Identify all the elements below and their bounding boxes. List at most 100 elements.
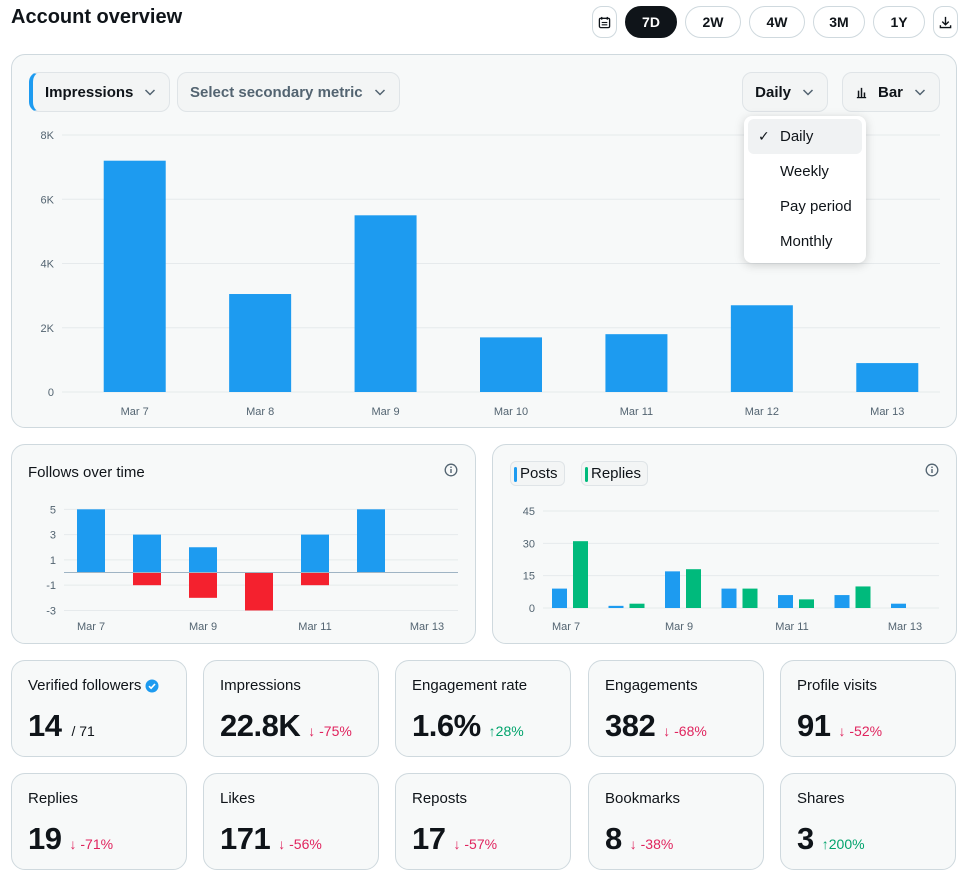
bar-replies	[629, 603, 645, 608]
stat-value: 17	[412, 821, 446, 856]
range-3m-button[interactable]: 3M	[813, 6, 865, 38]
y-tick-label: 1	[50, 555, 56, 567]
y-tick-label: 5	[50, 504, 56, 516]
y-tick-label: 45	[523, 506, 535, 518]
legend-swatch	[585, 467, 588, 482]
page-title: Account overview	[11, 6, 183, 28]
arrow-down-icon: ↓	[629, 836, 641, 852]
stat-label: Engagement rate	[412, 677, 528, 694]
stat-card-profile-visits[interactable]: Profile visits 91 ↓ -52%	[780, 660, 956, 757]
info-icon[interactable]	[925, 463, 939, 477]
bar-replies	[573, 541, 588, 608]
stat-value: 3	[797, 821, 814, 856]
stat-delta: 28%	[495, 723, 524, 739]
period-option-weekly[interactable]: Weekly	[748, 154, 862, 189]
stat-label: Shares	[797, 790, 845, 807]
stat-delta: -75%	[319, 723, 352, 739]
y-tick-label: 4K	[41, 259, 55, 271]
stat-label: Impressions	[220, 677, 301, 694]
stat-label: Replies	[28, 790, 79, 807]
bar	[730, 305, 793, 392]
chevron-down-icon	[374, 89, 385, 96]
legend-replies[interactable]: Replies	[581, 461, 649, 486]
posts-replies-chart: 45 30 15 0 Mar 7 Mar 9 Mar 11 Mar 13	[523, 506, 939, 633]
legend-replies-label: Replies	[591, 465, 642, 482]
verified-badge-icon	[145, 679, 159, 692]
arrow-down-icon: ↓	[69, 836, 81, 852]
bar-follows	[77, 509, 105, 573]
stat-value: 91	[797, 708, 831, 743]
bar	[856, 363, 919, 392]
stat-card-engagements[interactable]: Engagements 382 ↓ -68%	[588, 660, 764, 757]
bar-follows	[357, 509, 385, 573]
period-option-label: Monthly	[780, 233, 833, 250]
stat-delta: -38%	[640, 836, 674, 852]
bar-posts	[834, 595, 850, 608]
period-dropdown[interactable]: Daily	[742, 72, 828, 112]
secondary-metric-dropdown[interactable]: Select secondary metric	[177, 72, 400, 112]
bar	[354, 215, 417, 392]
period-option-monthly[interactable]: Monthly	[748, 224, 862, 259]
range-1y-button[interactable]: 1Y	[873, 6, 925, 38]
y-tick-label: 8K	[41, 130, 55, 142]
range-4w-button[interactable]: 4W	[749, 6, 805, 38]
period-option-daily[interactable]: ✓ Daily	[748, 119, 862, 154]
bar-replies	[742, 588, 758, 608]
stat-value: 22.8K	[220, 708, 301, 743]
info-icon[interactable]	[444, 463, 458, 477]
stat-card-reposts[interactable]: Reposts 17 ↓ -57%	[395, 773, 571, 870]
chevron-down-icon	[145, 89, 156, 96]
calendar-icon	[598, 16, 611, 28]
download-button[interactable]	[933, 6, 958, 38]
stat-card-replies[interactable]: Replies 19 ↓ -71%	[11, 773, 187, 870]
bar	[605, 334, 668, 392]
stat-card-shares[interactable]: Shares 3 ↑200%	[780, 773, 956, 870]
bar-unfollows	[189, 572, 217, 598]
y-tick-label: -3	[46, 605, 56, 617]
legend-posts-label: Posts	[520, 465, 558, 482]
arrow-down-icon: ↓	[453, 836, 465, 852]
stat-delta: -56%	[289, 836, 322, 852]
y-tick-label: 15	[523, 571, 535, 583]
y-tick-label: 2K	[41, 323, 55, 335]
x-tick-label: Mar 12	[745, 406, 779, 418]
stat-card-bookmarks[interactable]: Bookmarks 8 ↓ -38%	[588, 773, 764, 870]
range-7d-button[interactable]: 7D	[625, 6, 677, 38]
stat-card-likes[interactable]: Likes 171 ↓ -56%	[203, 773, 379, 870]
x-tick-label: Mar 9	[372, 406, 400, 418]
y-tick-label: 3	[50, 530, 56, 542]
x-tick-label: Mar 13	[888, 621, 922, 633]
stat-card-impressions[interactable]: Impressions 22.8K ↓ -75%	[203, 660, 379, 757]
x-tick-label: Mar 10	[494, 406, 528, 418]
arrow-down-icon: ↓	[838, 723, 850, 739]
arrow-down-icon: ↓	[663, 723, 675, 739]
stat-card-verified-followers[interactable]: Verified followers 14 / 71	[11, 660, 187, 757]
x-tick-label: Mar 8	[246, 406, 274, 418]
bar	[480, 337, 542, 392]
period-option-label: Pay period	[780, 198, 852, 215]
stat-value: 14	[28, 708, 62, 743]
x-tick-label: Mar 11	[298, 621, 331, 633]
legend-posts[interactable]: Posts	[510, 461, 565, 486]
posts-replies-chart-card: 45 30 15 0 Mar 7 Mar 9 Mar 11 Mar 13 Posts Repl…	[492, 444, 957, 644]
y-tick-label: 6K	[41, 194, 55, 206]
stat-label: Likes	[220, 790, 256, 807]
bar	[229, 294, 292, 392]
bar-unfollows	[245, 572, 273, 611]
y-tick-label: -1	[46, 580, 56, 592]
period-option-pay-period[interactable]: Pay period	[748, 189, 862, 224]
bar-follows	[301, 534, 329, 573]
range-2w-button[interactable]: 2W	[685, 6, 741, 38]
bar-chart-icon	[856, 87, 867, 98]
chart-type-dropdown[interactable]: Bar	[841, 72, 940, 112]
bar-follows	[189, 547, 217, 573]
x-tick-label: Mar 9	[189, 621, 217, 633]
x-tick-label: Mar 7	[121, 406, 149, 418]
bar-unfollows	[301, 572, 329, 586]
date-range-bar: 7D 2W 4W 3M 1Y	[592, 6, 958, 38]
stat-label: Reposts	[412, 790, 468, 807]
arrow-up-icon: ↑	[821, 836, 829, 852]
stat-card-engagement-rate[interactable]: Engagement rate 1.6% ↑28%	[395, 660, 571, 757]
calendar-button[interactable]	[592, 6, 617, 38]
primary-metric-dropdown[interactable]: Impressions	[29, 72, 171, 112]
